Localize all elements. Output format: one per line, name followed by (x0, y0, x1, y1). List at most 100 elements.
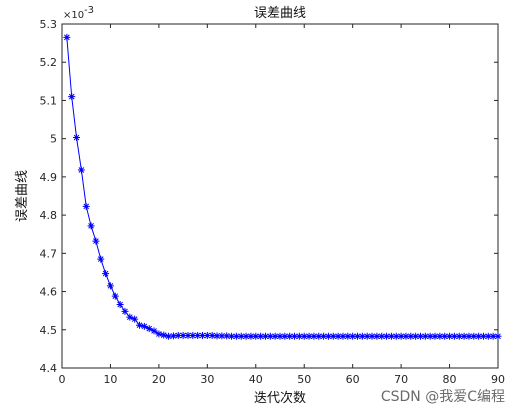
data-point (305, 332, 313, 340)
data-point (354, 332, 362, 340)
data-point (203, 332, 211, 340)
data-point (484, 332, 492, 340)
x-tick-label: 20 (152, 373, 166, 386)
data-point (131, 315, 139, 323)
x-tick-label: 60 (346, 373, 360, 386)
data-point (261, 332, 269, 340)
series-markers (63, 33, 502, 340)
data-point (276, 332, 284, 340)
data-point (121, 307, 129, 315)
watermark: CSDN @我爱C编程 (381, 389, 505, 405)
data-point (213, 332, 221, 340)
data-point (339, 332, 347, 340)
data-point (68, 93, 76, 101)
data-point (266, 332, 274, 340)
data-point (412, 332, 420, 340)
data-point (106, 282, 114, 290)
plot-area (61, 23, 499, 369)
data-point (271, 332, 279, 340)
y-tick-label: 4.4 (40, 362, 58, 375)
y-tick-label: 4.7 (40, 247, 58, 260)
data-point (383, 332, 391, 340)
data-point (136, 321, 144, 329)
data-point (416, 332, 424, 340)
y-axis-ticks: 4.4 4.5 4.6 4.7 4.8 4.9 5 5.1 5.2 5.3 (40, 18, 498, 375)
data-point (450, 332, 458, 340)
data-point (252, 332, 260, 340)
exponent-label: ×10 -3 (63, 5, 94, 21)
data-point (92, 237, 100, 245)
data-point (310, 332, 318, 340)
data-point (165, 332, 173, 340)
exponent-base: ×10 (63, 10, 84, 21)
data-point (441, 332, 449, 340)
data-point (184, 332, 192, 340)
data-point (373, 332, 381, 340)
x-tick-label: 90 (491, 373, 505, 386)
x-tick-label: 10 (103, 373, 117, 386)
data-point (102, 270, 110, 278)
data-point (320, 332, 328, 340)
x-tick-label: 30 (200, 373, 214, 386)
data-point (324, 332, 332, 340)
data-point (126, 313, 134, 321)
data-point (174, 332, 182, 340)
data-point (189, 332, 197, 340)
y-tick-label: 5.1 (40, 94, 58, 107)
data-point (82, 202, 90, 210)
data-point (155, 330, 163, 338)
x-tick-label: 80 (443, 373, 457, 386)
y-tick-label: 4.5 (40, 324, 58, 337)
data-point (145, 325, 153, 333)
data-point (392, 332, 400, 340)
data-point (237, 332, 245, 340)
x-tick-label: 40 (249, 373, 263, 386)
data-point (489, 332, 497, 340)
y-tick-label: 4.6 (40, 286, 58, 299)
data-point (77, 166, 85, 174)
y-tick-label: 4.8 (40, 209, 58, 222)
data-point (111, 292, 119, 300)
data-point (344, 332, 352, 340)
data-point (232, 332, 240, 340)
data-point (378, 332, 386, 340)
data-point (179, 332, 187, 340)
data-point (73, 134, 81, 142)
data-point (291, 332, 299, 340)
data-point (242, 332, 250, 340)
data-point (421, 332, 429, 340)
data-point (363, 332, 371, 340)
data-point (402, 332, 410, 340)
y-tick-label: 4.9 (40, 171, 58, 184)
x-axis-ticks: 0 10 20 30 40 50 60 70 80 90 (59, 24, 505, 386)
data-point (87, 222, 95, 230)
data-point (169, 332, 177, 340)
data-point (257, 332, 265, 340)
data-point (223, 332, 231, 340)
x-tick-label: 50 (297, 373, 311, 386)
data-point (475, 332, 483, 340)
data-point (295, 332, 303, 340)
data-point (63, 33, 71, 41)
chart-title: 误差曲线 (254, 6, 306, 21)
y-tick-label: 5.2 (40, 56, 58, 69)
data-point (160, 331, 168, 339)
data-point (470, 332, 478, 340)
data-point (358, 332, 366, 340)
data-point (218, 332, 226, 340)
data-point (431, 332, 439, 340)
data-point (387, 332, 395, 340)
x-tick-label: 0 (59, 373, 66, 386)
data-point (460, 332, 468, 340)
data-point (194, 332, 202, 340)
data-point (479, 332, 487, 340)
y-tick-label: 5 (50, 133, 57, 146)
data-point (150, 327, 158, 335)
data-point (446, 332, 454, 340)
data-point (116, 301, 124, 309)
data-point (97, 255, 105, 263)
data-point (208, 332, 216, 340)
data-point (436, 332, 444, 340)
data-point (494, 332, 502, 340)
data-point (247, 332, 255, 340)
